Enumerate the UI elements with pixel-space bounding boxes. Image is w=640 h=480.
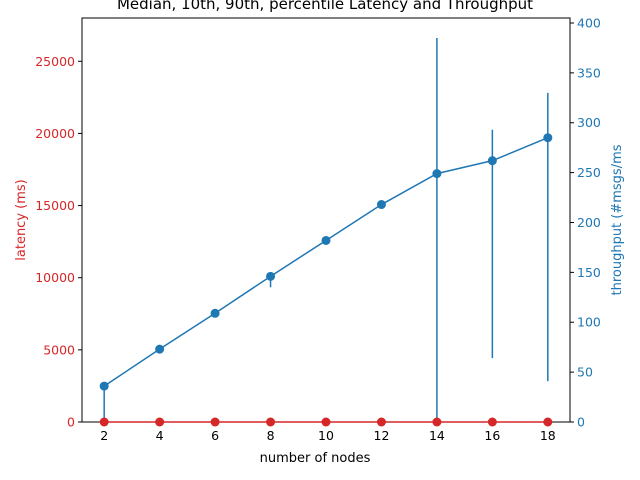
right-y-tick-label: 200 [577, 215, 601, 230]
right-y-tick-label: 350 [577, 65, 601, 80]
right-y-tick-label: 250 [577, 165, 601, 180]
x-tick-label: 8 [267, 428, 275, 443]
left-y-tick-label: 5000 [43, 342, 75, 357]
series-layer [99, 37, 553, 427]
x-tick-label: 10 [318, 428, 334, 443]
right-y-tick-label: 150 [577, 265, 601, 280]
throughput-line [103, 137, 549, 387]
right-y-tick-label: 400 [577, 15, 601, 30]
left-y-tick-label: 20000 [35, 126, 75, 141]
throughput-point [432, 169, 442, 179]
left-y-tick-label: 15000 [35, 198, 75, 213]
left-y-tick-label: 25000 [35, 54, 75, 69]
throughput-point [321, 235, 331, 245]
throughput-point [210, 308, 220, 318]
right-y-axis: 0 50 100 150 200 250 300 350 400 [570, 15, 601, 430]
latency-point [155, 417, 165, 427]
x-tick-label: 14 [429, 428, 445, 443]
x-tick-label: 4 [156, 428, 164, 443]
right-y-axis-label: throughput (#msgs/ms [610, 144, 625, 295]
latency-point [432, 417, 442, 427]
latency-point [210, 417, 220, 427]
right-y-tick-label: 300 [577, 115, 601, 130]
throughput-point [155, 344, 165, 354]
left-y-tick-label: 0 [67, 415, 75, 430]
throughput-point [99, 381, 109, 391]
throughput-point [376, 200, 386, 210]
latency-point [99, 417, 109, 427]
latency-point [321, 417, 331, 427]
x-tick-label: 18 [540, 428, 556, 443]
x-axis: 2 4 6 8 10 12 14 16 18 [100, 422, 556, 443]
plot-frame [81, 17, 571, 423]
latency-point [487, 417, 497, 427]
left-y-axis-label: latency (ms) [14, 179, 29, 260]
right-y-tick-label: 50 [577, 365, 593, 380]
left-y-axis: 0 5000 10000 15000 20000 25000 [35, 54, 82, 430]
left-y-tick-label: 10000 [35, 270, 75, 285]
right-y-tick-label: 0 [577, 415, 585, 430]
latency-point [376, 417, 386, 427]
x-tick-label: 16 [484, 428, 500, 443]
throughput-point [543, 133, 553, 143]
x-tick-label: 12 [374, 428, 390, 443]
latency-point [543, 417, 553, 427]
x-tick-label: 6 [211, 428, 219, 443]
chart-title: Median, 10th, 90th, percentile Latency a… [117, 0, 533, 13]
x-axis-label: number of nodes [260, 451, 371, 466]
latency-point [266, 417, 276, 427]
right-y-tick-label: 100 [577, 315, 601, 330]
throughput-point [266, 271, 276, 281]
throughput-point [487, 156, 497, 166]
x-tick-label: 2 [100, 428, 108, 443]
